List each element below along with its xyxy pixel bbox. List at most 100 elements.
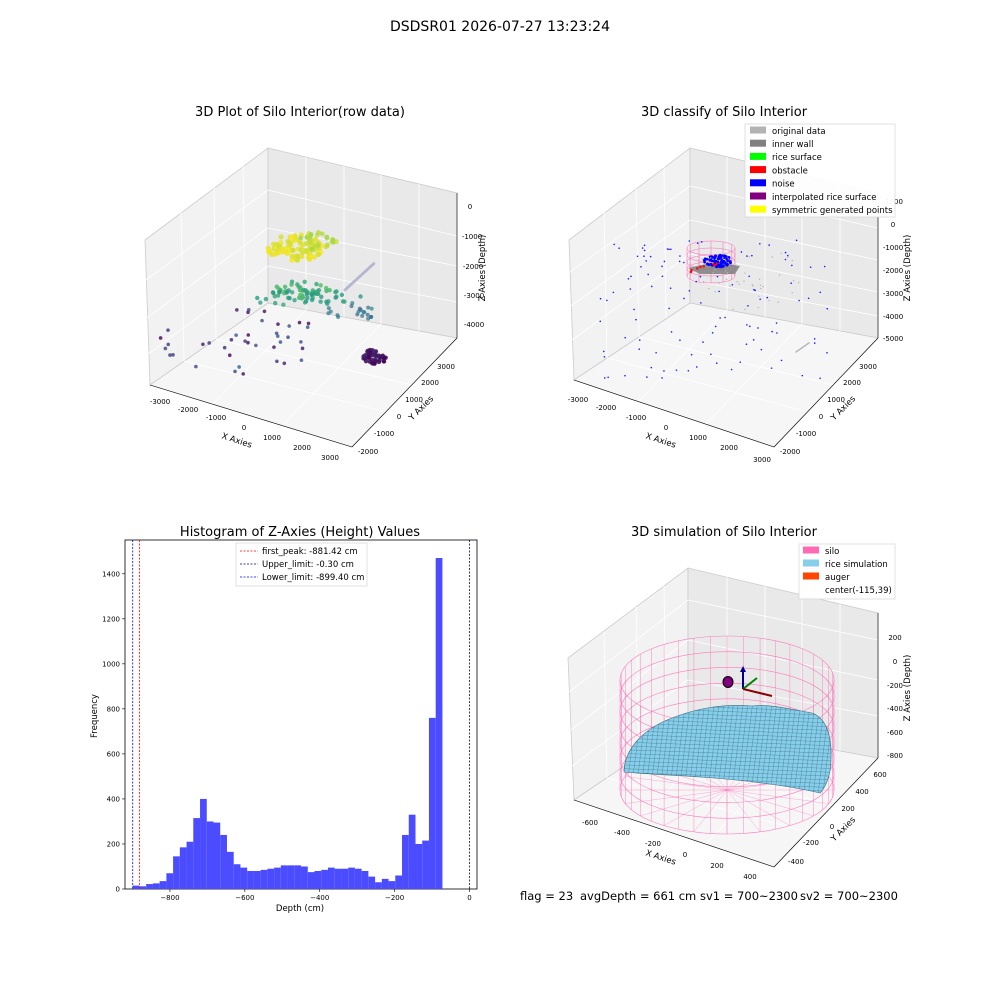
histogram-x-tick: −800 (160, 894, 179, 902)
simulation-legend-label: auger (825, 573, 850, 583)
simulation-y-tick: 0 (830, 823, 834, 831)
raw-point (276, 322, 280, 326)
original-point (736, 281, 738, 283)
legend-swatch (750, 166, 766, 174)
classify-y-tick: 3000 (859, 363, 877, 371)
raw-point (313, 236, 319, 242)
histogram-legend-label: Lower_limit: -899.40 cm (262, 573, 364, 583)
raw-point (282, 361, 287, 366)
raw-point (324, 235, 330, 241)
original-point (726, 271, 729, 274)
original-point (738, 283, 741, 285)
raw-point (366, 316, 371, 321)
raw-point (324, 285, 329, 291)
noise-point (739, 361, 742, 363)
noise-point (661, 377, 663, 379)
raw-point (303, 288, 308, 293)
original-point (722, 256, 724, 259)
footer-sv1: sv1 = 700~2300 (700, 889, 798, 903)
histogram-bar (220, 834, 227, 889)
raw-point (234, 333, 238, 337)
classify-legend: original data inner wall rice surface obsta… (744, 123, 896, 218)
raw-point (324, 299, 329, 305)
raw-point (158, 336, 163, 340)
histogram-bar (375, 882, 382, 889)
raw-point (194, 364, 198, 369)
raw-x-tick: -2000 (178, 406, 198, 414)
simulation-y-tick: -200 (803, 839, 819, 847)
noise-point (757, 327, 759, 329)
panel-raw-scatter: 3D Plot of Silo Interior(row data) -3000… (144, 105, 488, 462)
original-point (701, 258, 704, 260)
noise-point (663, 370, 665, 372)
noise-point (776, 332, 778, 334)
original-point (777, 301, 779, 303)
noise-point (599, 320, 602, 323)
noise-point (731, 283, 734, 286)
original-point (744, 308, 746, 311)
raw-point (289, 253, 295, 259)
histogram-bar (428, 717, 436, 889)
classify-y-tick: 2000 (843, 379, 861, 387)
noise-point (679, 339, 681, 341)
noise-point (690, 353, 693, 356)
noise-point (823, 265, 826, 268)
noise-point (718, 253, 722, 257)
classify-y-tick: 1000 (827, 396, 845, 404)
raw-point (260, 318, 264, 323)
histogram-bars (132, 558, 443, 889)
noise-point (666, 248, 669, 250)
raw-point (277, 290, 282, 295)
raw-point (297, 320, 302, 325)
raw-point (371, 353, 376, 358)
raw-x-tick: 3000 (321, 454, 339, 462)
legend-swatch (750, 192, 766, 200)
raw-point (262, 309, 267, 314)
noise-point (645, 260, 647, 262)
original-point (729, 285, 731, 287)
silo-floor-spoke (726, 789, 761, 832)
silo-floor-spoke (664, 789, 728, 826)
raw-point (168, 353, 172, 357)
noise-point (603, 377, 606, 379)
noise-point (655, 351, 657, 354)
legend-swatch (750, 179, 766, 187)
raw-point (278, 234, 284, 240)
noise-point (624, 374, 626, 377)
classify-x-label: X Axies (644, 431, 677, 450)
noise-point (826, 307, 829, 310)
raw-point (309, 293, 314, 298)
noise-point (599, 297, 602, 300)
simulation-3d-box (567, 567, 879, 868)
raw-point (297, 292, 303, 298)
original-point (733, 258, 735, 261)
noise-point (724, 262, 727, 265)
noise-point (607, 376, 609, 379)
original-point (808, 342, 810, 344)
raw-point (316, 229, 321, 235)
noise-point (675, 369, 678, 371)
raw-z-label: Z Axies (Depth) (478, 235, 488, 302)
original-point (743, 280, 745, 282)
original-point (724, 269, 727, 272)
raw-point (292, 297, 297, 303)
noise-point (746, 324, 748, 326)
legend-swatch (750, 139, 766, 147)
noise-point (688, 289, 691, 292)
noise-point (635, 318, 637, 321)
histogram-bar (435, 558, 443, 889)
raw-point (227, 353, 232, 358)
noise-point (606, 299, 608, 302)
histogram-bar (233, 864, 241, 889)
classify-legend-label: symmetric generated points (772, 206, 893, 216)
noise-point (728, 260, 732, 263)
raw-point (289, 290, 295, 295)
original-point (708, 287, 710, 290)
noise-point (683, 261, 685, 264)
silo-floor-spoke (625, 776, 728, 791)
raw-point (290, 247, 296, 253)
original-point (712, 271, 714, 274)
raw-point (319, 231, 325, 237)
classify-x-tick: -1000 (626, 414, 646, 422)
